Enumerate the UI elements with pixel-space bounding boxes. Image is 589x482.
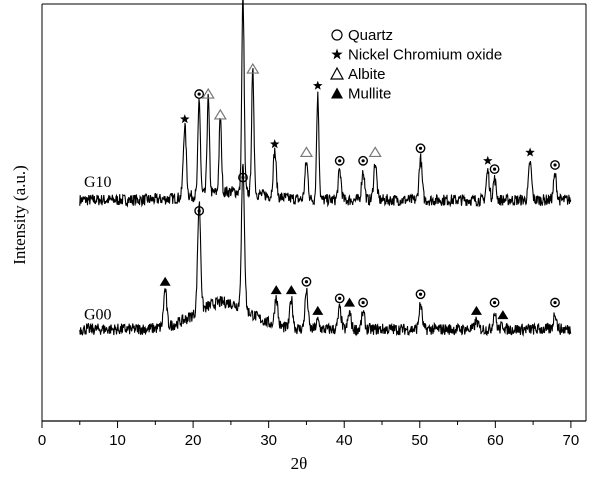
peak-marker-quartz	[415, 289, 426, 300]
peak-marker-quartz	[489, 297, 500, 308]
peak-marker-nickel-chromium-oxide	[180, 114, 190, 124]
x-tick-label: 10	[109, 432, 126, 449]
series-labels: G10 G00	[84, 174, 112, 323]
peak-marker-quartz	[334, 155, 345, 166]
series-label-g00: G00	[84, 306, 112, 323]
series-curves	[79, 0, 572, 337]
legend-label: Quartz	[348, 27, 393, 44]
peak-marker-quartz	[489, 164, 500, 175]
peak-marker-mullite	[159, 276, 171, 286]
peak-marker-quartz	[301, 276, 312, 287]
x-tick-label: 50	[411, 432, 428, 449]
peak-marker-mullite	[312, 305, 324, 315]
plot-frame	[41, 3, 587, 422]
y-axis-label: Intensity (a.u.)	[10, 165, 29, 265]
x-tick-label: 20	[185, 432, 202, 449]
peak-marker-quartz	[358, 155, 369, 166]
legend: Quartz Nickel Chromium oxide Albite Mullite	[329, 27, 502, 103]
series-line-g00	[79, 163, 572, 337]
peak-marker-albite	[246, 62, 260, 74]
peak-marker-nickel-chromium-oxide	[525, 147, 535, 157]
peak-marker-quartz	[415, 143, 426, 154]
peak-marker-albite	[213, 108, 227, 120]
legend-label: Nickel Chromium oxide	[348, 47, 502, 64]
x-tick-label: 0	[38, 432, 46, 449]
x-axis: 0 10 20 30 40 50 60 70	[38, 421, 579, 449]
x-tick-label: 40	[336, 432, 353, 449]
legend-item-quartz: Quartz	[331, 27, 393, 44]
peak-markers	[159, 62, 560, 320]
peak-marker-mullite	[470, 305, 482, 315]
peak-marker-nickel-chromium-oxide	[270, 139, 280, 149]
x-tick-label: 70	[563, 432, 580, 449]
peak-marker-mullite	[270, 285, 282, 295]
peak-marker-albite	[201, 87, 215, 99]
peak-marker-mullite	[344, 297, 356, 307]
peak-marker-albite	[368, 146, 382, 158]
peak-marker-quartz	[550, 160, 560, 170]
peak-marker-mullite	[497, 310, 509, 320]
legend-item-nickel-chromium-oxide: Nickel Chromium oxide	[331, 47, 502, 64]
x-tick-label: 60	[487, 432, 504, 449]
peak-marker-quartz	[334, 293, 345, 304]
peak-marker-mullite	[285, 285, 297, 295]
peak-marker-nickel-chromium-oxide	[483, 155, 493, 165]
legend-symbol	[331, 29, 343, 41]
peak-marker-quartz	[358, 297, 369, 308]
peak-marker-quartz	[238, 172, 248, 183]
x-tick-label: 30	[260, 432, 277, 449]
x-axis-label: 2θ	[291, 454, 308, 473]
peak-marker-quartz	[194, 89, 205, 99]
legend-item-mullite: Mullite	[331, 86, 391, 103]
peak-marker-albite	[299, 146, 314, 158]
legend-label: Albite	[348, 66, 386, 83]
series-line-g10	[79, 0, 572, 208]
legend-symbol	[331, 48, 343, 60]
legend-symbol	[329, 66, 345, 80]
legend-label: Mullite	[348, 86, 391, 103]
peak-marker-quartz	[550, 297, 560, 308]
peak-marker-quartz	[194, 205, 205, 216]
legend-symbol	[331, 87, 343, 99]
peak-marker-nickel-chromium-oxide	[313, 80, 323, 90]
legend-item-albite: Albite	[329, 66, 386, 83]
series-label-g10: G10	[84, 174, 112, 191]
